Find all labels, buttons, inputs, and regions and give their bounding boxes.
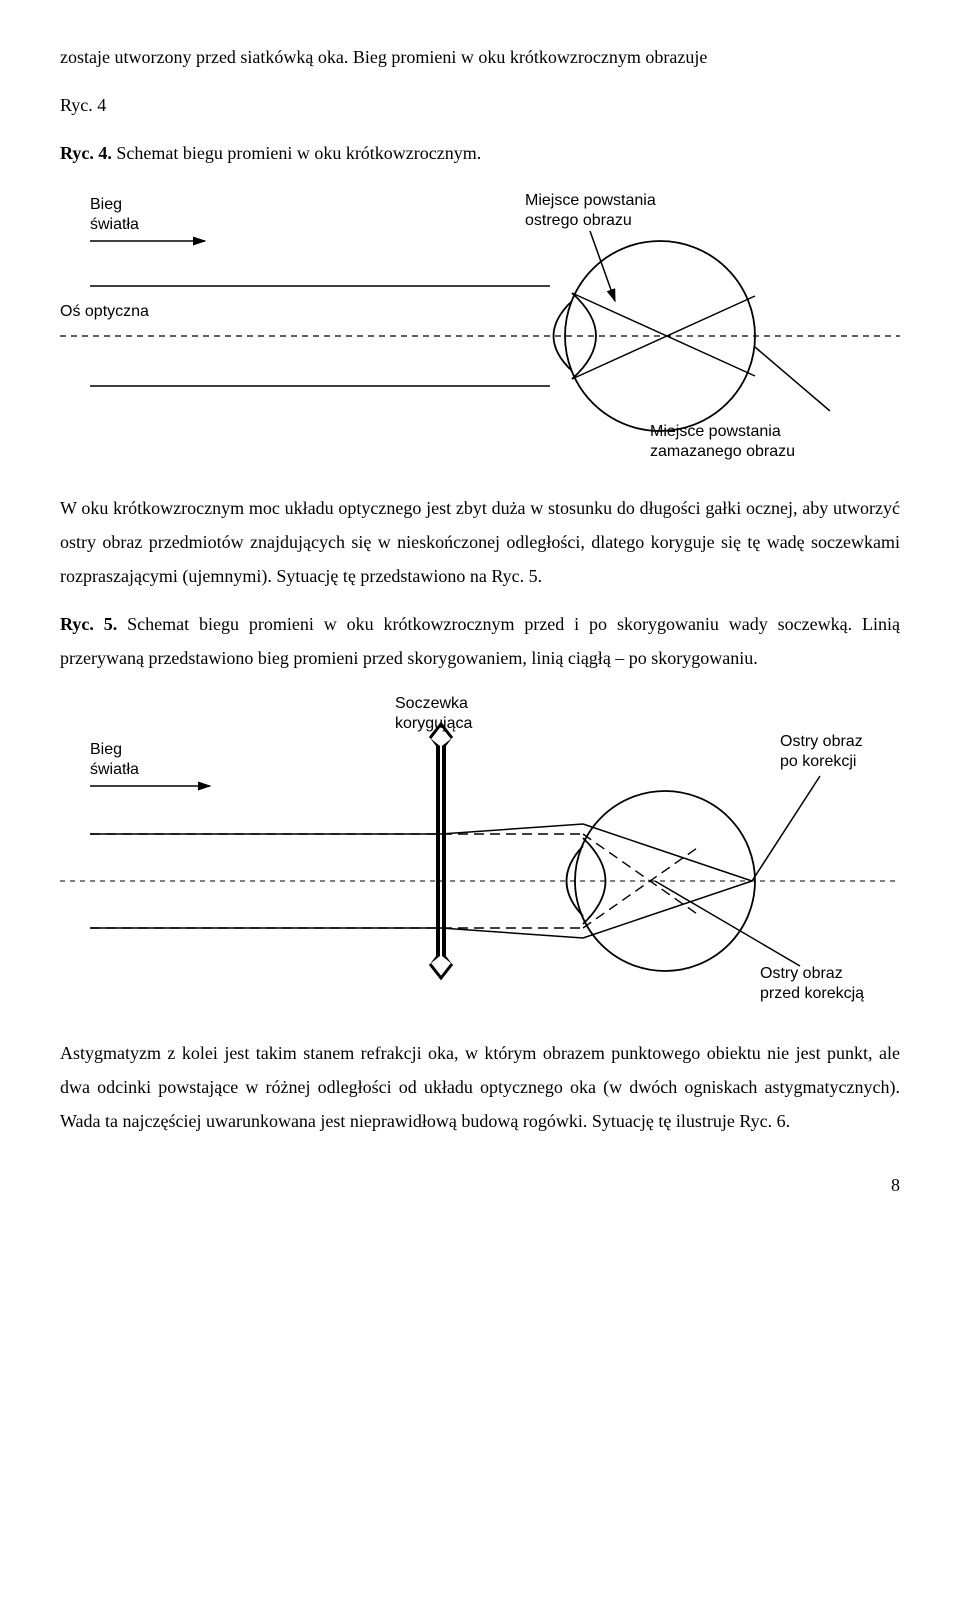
page-number: 8: [60, 1168, 900, 1202]
caption-4-prefix: Ryc. 4.: [60, 143, 112, 163]
fig4-label-miejsce1b: ostrego obrazu: [525, 212, 632, 229]
end-paragraph: Astygmatyzm z kolei jest takim stanem re…: [60, 1036, 900, 1139]
fig4-label-miejsce2b: zamazanego obrazu: [650, 443, 795, 460]
fig5-pointer-bottom: [655, 881, 800, 966]
fig4-refracted-bottom: [572, 296, 755, 379]
fig5-label-swiatla: światła: [90, 761, 139, 778]
figure-5: Soczewka korygująca Bieg światła Ostry o…: [60, 686, 900, 1006]
caption-ryc-5: Ryc. 5. Schemat biegu promieni w oku kró…: [60, 607, 900, 675]
fig5-ray-top-solid-mid: [441, 824, 583, 834]
fig5-refr-top-solid: [583, 824, 752, 881]
fig5-label-soczewka1: Soczewka: [395, 695, 468, 712]
fig4-pointer-2: [755, 347, 830, 411]
fig5-refr-bot-solid: [583, 881, 752, 938]
caption-4-text: Schemat biegu promieni w oku krótkowzroc…: [112, 143, 481, 163]
mid-paragraph: W oku krótkowzrocznym moc układu optyczn…: [60, 491, 900, 594]
fig5-label-soczewka2: korygująca: [395, 715, 472, 732]
fig4-refracted-top: [572, 293, 755, 376]
fig5-label-ostry1b: po korekcji: [780, 753, 856, 770]
fig5-label-bieg: Bieg: [90, 741, 122, 758]
fig4-label-miejsce2a: Miejsce powstania: [650, 423, 781, 440]
intro-line-2: Ryc. 4: [60, 88, 900, 122]
caption-ryc-4: Ryc. 4. Schemat biegu promieni w oku kró…: [60, 136, 900, 170]
intro-line-1: zostaje utworzony przed siatkówką oka. B…: [60, 40, 900, 74]
fig4-label-swiatla: światła: [90, 216, 139, 233]
fig5-ray-bot-solid-mid: [441, 928, 583, 938]
fig5-label-ostry1a: Ostry obraz: [780, 733, 863, 750]
fig5-lens-corrective: [430, 724, 452, 978]
fig5-label-ostry2b: przed korekcją: [760, 985, 864, 1002]
fig5-label-ostry2a: Ostry obraz: [760, 965, 843, 982]
fig4-pointer-1: [590, 231, 615, 301]
fig4-label-bieg: Bieg: [90, 196, 122, 213]
fig4-label-miejsce1a: Miejsce powstania: [525, 192, 656, 209]
figure-4: Bieg światła Miejsce powstania ostrego o…: [60, 181, 900, 461]
caption-5-prefix: Ryc. 5.: [60, 614, 117, 634]
caption-5-text: Schemat biegu promieni w oku krótkowzroc…: [60, 614, 900, 668]
fig4-label-os: Oś optyczna: [60, 303, 149, 320]
fig5-pointer-top: [752, 776, 820, 881]
